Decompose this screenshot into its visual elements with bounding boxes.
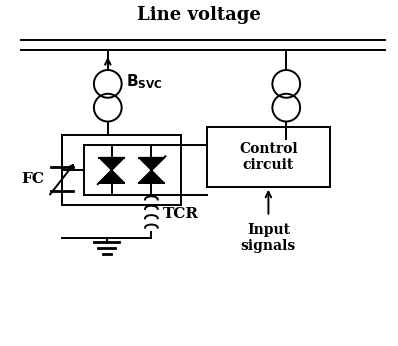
Polygon shape xyxy=(139,157,164,170)
Text: TCR: TCR xyxy=(162,207,199,221)
Text: Control
circuit: Control circuit xyxy=(239,142,298,172)
Text: Line voltage: Line voltage xyxy=(137,6,261,24)
Bar xyxy=(207,127,330,187)
Polygon shape xyxy=(99,170,125,183)
Text: Input
signals: Input signals xyxy=(241,222,296,253)
Text: $\mathbf{B}_{\mathbf{SVC}}$: $\mathbf{B}_{\mathbf{SVC}}$ xyxy=(126,73,162,91)
Text: FC: FC xyxy=(21,172,44,186)
Polygon shape xyxy=(99,157,125,170)
Polygon shape xyxy=(139,170,164,183)
